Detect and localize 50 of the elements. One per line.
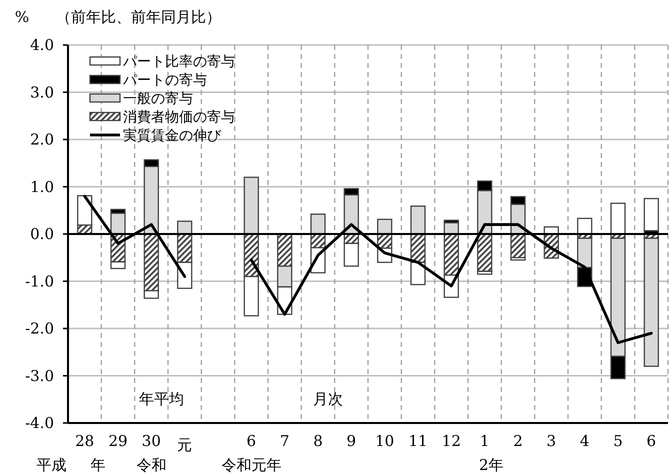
y-tick-label: 4.0 [30,36,54,54]
bar [244,176,259,235]
x-tick-label: 元 [177,436,192,454]
bar [177,220,192,235]
y-tick-label: -4.0 [25,414,54,432]
legend-label: 実質賃金の伸び [123,128,222,144]
y-tick-label: -1.0 [25,272,54,290]
annotation: 年平均 [138,390,184,408]
text: 平成 [36,456,66,474]
x-tick-label: 8 [313,432,323,450]
x-tick-label: 6 [246,432,256,450]
bar [310,214,326,235]
y-tick-label: -2.0 [25,320,54,338]
legend-label: パートの寄与 [122,72,207,88]
x-tick-label: 1 [480,432,490,450]
x-tick-label: 29 [108,432,128,450]
legend-label: 消費者物価の寄与 [123,110,235,126]
bar [644,198,659,232]
bar [644,238,659,367]
x-tick-label: 7 [280,432,290,450]
legend-label: パート比率の寄与 [122,54,235,70]
text: 令和元年 [221,456,282,474]
bar [610,202,626,235]
x-tick-label: 5 [613,432,623,450]
text: 令和 [136,456,166,474]
x-tick-label: 6 [646,432,656,450]
bar [410,206,426,235]
x-tick-label: 11 [408,432,428,450]
y-tick-label: 1.0 [30,178,54,196]
annotation: 月次 [313,390,343,408]
x-tick-label: 9 [346,432,356,450]
y-tick-label: 3.0 [30,83,54,102]
bar [577,218,592,235]
y-tick-label: -3.0 [25,366,54,385]
x-tick-label: 2 [513,432,523,450]
x-tick-label: 30 [142,432,161,450]
chart-subtitle: （前年比、前年同月比） [56,8,221,26]
text: 年 [90,456,106,474]
bar [377,218,392,235]
x-tick-label: 10 [375,432,394,450]
x-tick-label: 12 [442,432,461,450]
x-tick-label: 28 [75,432,94,450]
x-tick-label: 4 [580,432,590,450]
y-axis-title: % [14,8,30,26]
legend-label: 一般の寄与 [123,91,193,107]
y-tick-label: 0.0 [30,225,54,243]
x-tick-label: 3 [546,432,556,450]
y-tick-label: 2.0 [30,130,54,148]
bar [477,233,492,272]
text: 2年 [479,456,504,474]
